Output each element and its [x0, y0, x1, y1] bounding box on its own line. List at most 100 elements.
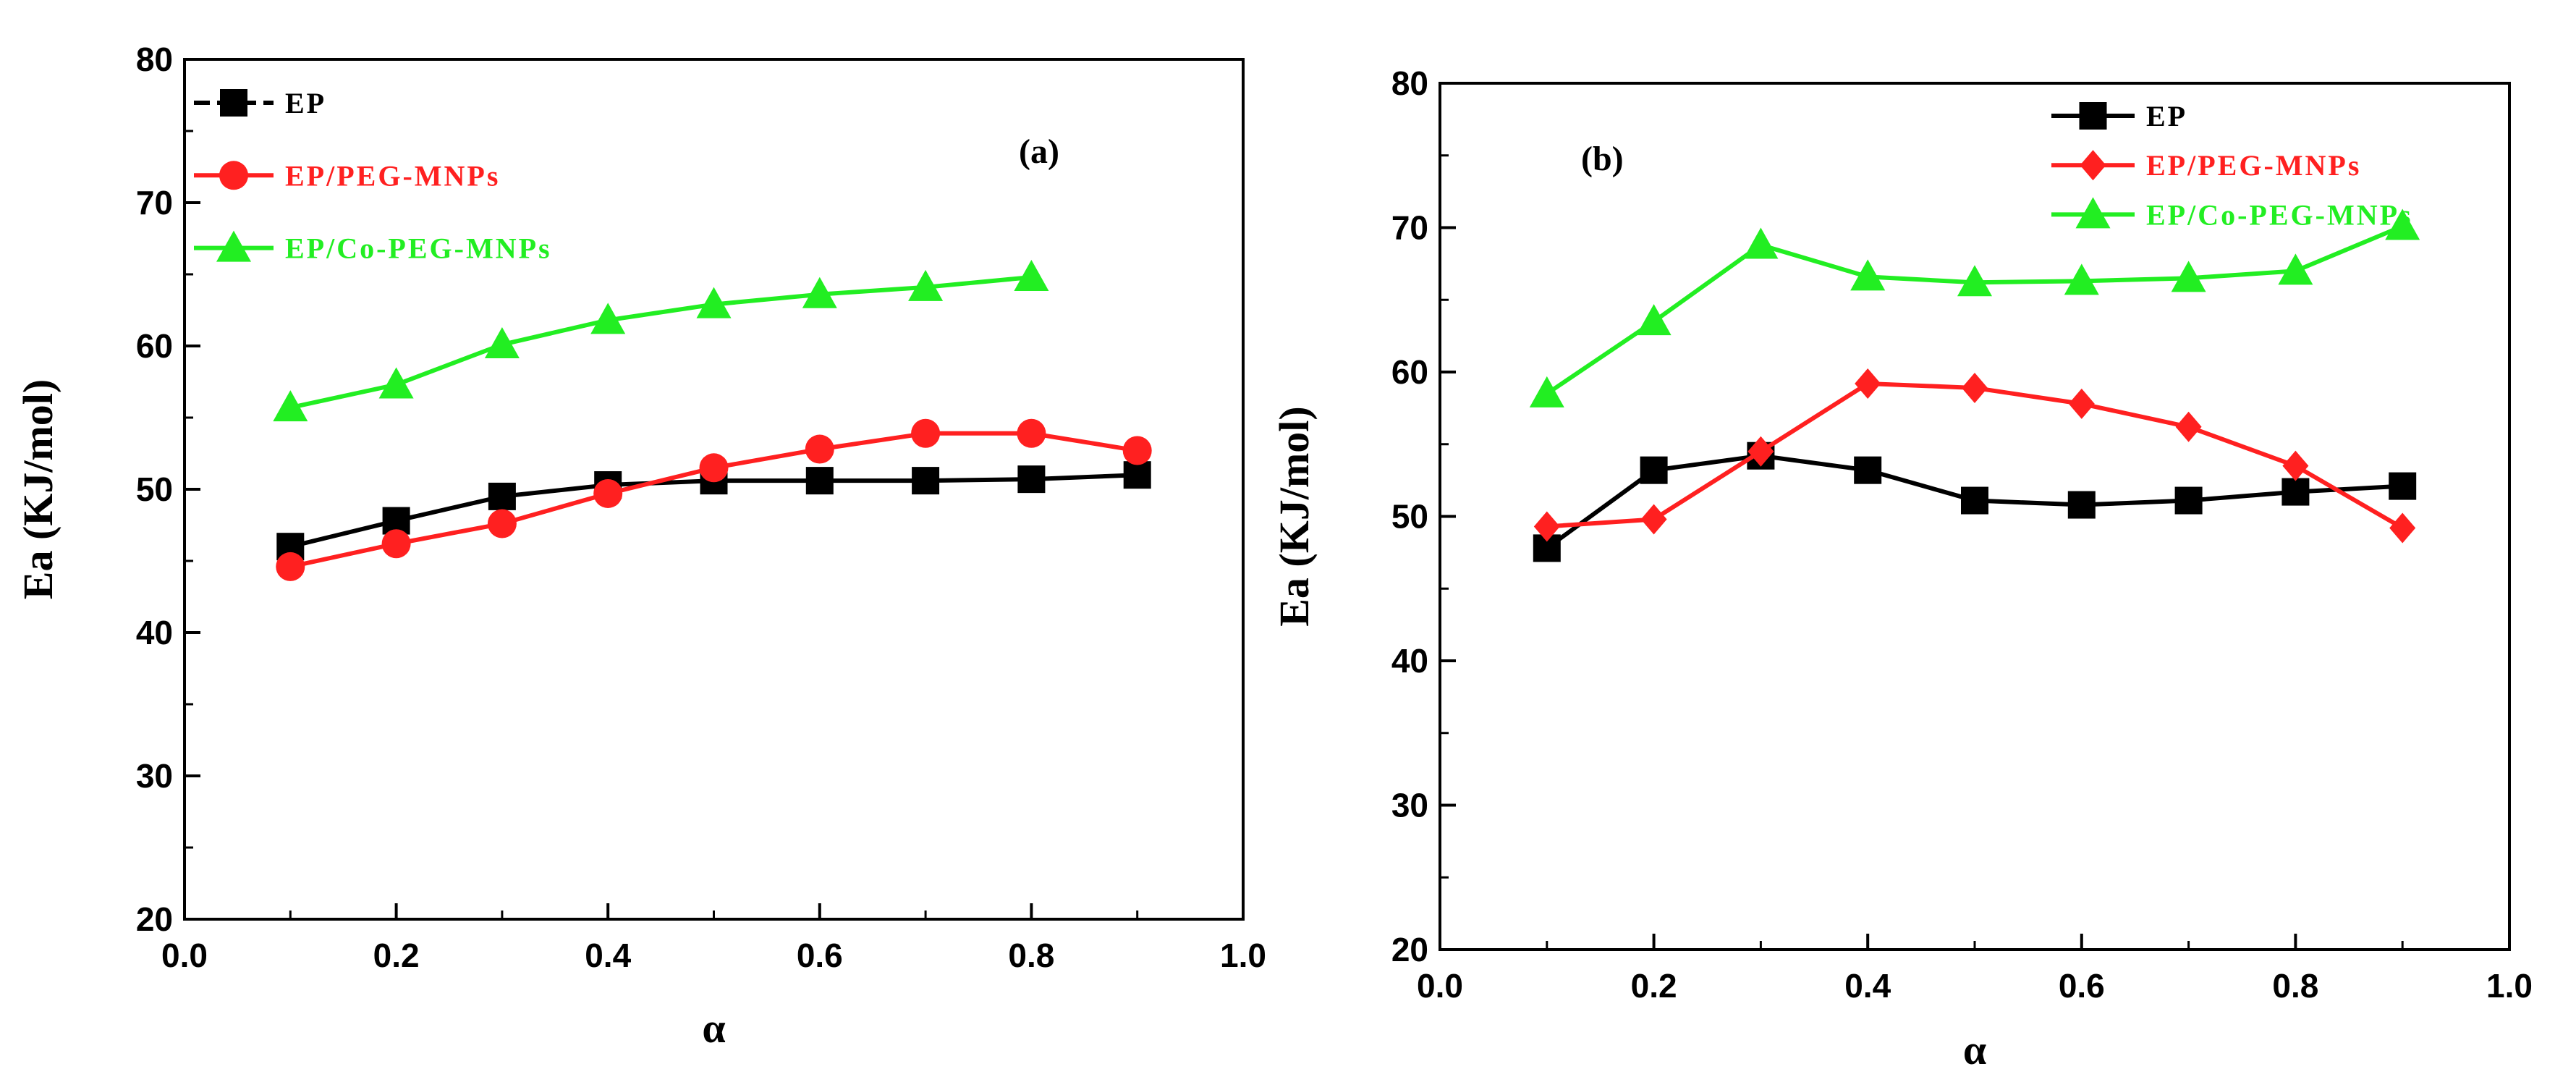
y-tick-label: 70: [136, 184, 173, 221]
y-axis-title: Ea (KJ/mol): [1271, 406, 1318, 626]
data-point-triangle-marker: [378, 367, 414, 399]
data-point-circle-marker: [911, 418, 941, 448]
series-ep: [1533, 442, 2417, 562]
data-point-triangle-marker: [802, 276, 837, 308]
legend-entry: EP/Co-PEG-MNPs: [2051, 197, 2413, 231]
legend-triangle-marker: [216, 230, 251, 262]
data-point-triangle-marker: [1850, 259, 1886, 291]
data-point-triangle-marker: [2171, 261, 2206, 292]
data-point-square-marker: [2281, 478, 2310, 506]
data-point-triangle-marker: [484, 327, 520, 359]
data-point-triangle-marker: [696, 287, 732, 318]
data-point-square-marker: [2067, 491, 2096, 519]
x-tick-label: 1.0: [1220, 937, 1266, 974]
y-tick-label: 30: [136, 757, 173, 795]
legend-entry: EP/PEG-MNPs: [2051, 149, 2361, 182]
chart-panel-a: 0.0 0.2 0.4 0.6 0.8 1.0 20 30 40 50 60 70 80 α Ea (KJ/…: [14, 41, 1266, 1052]
y-tick-label: 60: [136, 327, 173, 365]
y-tick-label: 40: [136, 614, 173, 651]
data-point-square-marker: [488, 482, 516, 510]
series-ep-co-peg-mnps: [273, 259, 1049, 422]
legend-entry: EP: [2051, 100, 2187, 132]
data-point-square-marker: [2389, 472, 2417, 500]
x-tick-label: 1.0: [2486, 967, 2533, 1005]
data-point-triangle-marker: [1014, 259, 1049, 291]
data-point-square-marker: [1017, 465, 1046, 494]
data-point-square-marker: [1123, 461, 1151, 489]
legend-entry: EP/PEG-MNPs: [194, 159, 500, 192]
data-point-triangle-marker: [1636, 304, 1672, 336]
data-point-triangle-marker: [2064, 263, 2099, 295]
y-tick-label: 50: [136, 470, 173, 508]
legend-square-marker: [2079, 102, 2107, 130]
data-point-square-marker: [1961, 486, 1988, 515]
data-point-circle-marker: [276, 552, 305, 581]
legend-entry: EP: [194, 87, 326, 119]
x-tick-label: 0.8: [2272, 967, 2318, 1005]
data-point-circle-marker: [1017, 418, 1046, 448]
y-tick-label: 80: [1391, 64, 1428, 102]
x-tick-label: 0.4: [1844, 967, 1891, 1005]
legend-label: EP: [2146, 100, 2187, 132]
data-point-circle-marker: [487, 509, 517, 538]
y-tick-label: 50: [1391, 498, 1428, 536]
data-point-square-marker: [2174, 486, 2203, 515]
data-point-triangle-marker: [1957, 265, 1992, 297]
data-point-diamond-marker: [2389, 512, 2416, 544]
data-point-square-marker: [1854, 456, 1882, 484]
y-axis-title: Ea (KJ/mol): [14, 379, 62, 599]
series-line: [1546, 224, 2404, 396]
y-tick-label: 70: [1391, 209, 1428, 247]
data-point-triangle-marker: [1743, 227, 1779, 259]
legend-entry: EP/Co-PEG-MNPs: [194, 230, 552, 265]
data-point-diamond-marker: [1962, 372, 1988, 403]
y-tick-label: 80: [136, 41, 173, 78]
data-point-triangle-marker: [590, 303, 626, 334]
data-point-triangle-marker: [273, 390, 308, 422]
series-ep-co-peg-mnps: [1529, 208, 2420, 407]
data-point-circle-marker: [805, 434, 834, 464]
data-point-triangle-marker: [2278, 253, 2313, 285]
series-ep-peg-mnps: [276, 418, 1152, 581]
series-ep-peg-mnps: [1533, 368, 2416, 544]
data-point-circle-marker: [593, 478, 623, 508]
x-tick-label: 0.0: [1417, 967, 1463, 1005]
data-point-square-marker: [912, 467, 940, 495]
data-point-diamond-marker: [2282, 450, 2309, 481]
legend-label: EP/Co-PEG-MNPs: [2146, 198, 2413, 231]
x-tick-label: 0.2: [1631, 967, 1677, 1005]
data-point-diamond-marker: [2068, 388, 2095, 419]
data-point-triangle-marker: [2385, 208, 2420, 240]
y-tick-label: 40: [1391, 642, 1428, 680]
y-tick-label: 20: [136, 900, 173, 938]
legend-diamond-marker: [2080, 150, 2106, 181]
data-point-diamond-marker: [1533, 511, 1560, 542]
series-line: [289, 274, 1032, 410]
legend-square-marker: [220, 89, 247, 117]
chart-panel-b: 0.0 0.2 0.4 0.6 0.8 1.0 20 30 40 50 60 70 80 α Ea (KJ/…: [1271, 64, 2533, 1073]
legend-circle-marker: [219, 161, 248, 190]
y-tick-label: 20: [1391, 931, 1428, 968]
legend-label: EP/PEG-MNPs: [2146, 149, 2361, 182]
x-axis-title: α: [1963, 1026, 1986, 1073]
legend-label: EP: [285, 87, 326, 119]
data-point-square-marker: [805, 467, 834, 495]
data-point-diamond-marker: [1640, 504, 1667, 535]
data-point-circle-marker: [1122, 436, 1152, 465]
y-tick-label: 60: [1391, 353, 1428, 391]
x-tick-label: 0.2: [373, 937, 420, 974]
legend-label: EP/PEG-MNPs: [285, 159, 500, 192]
panel-label: (b): [1581, 140, 1624, 178]
panel-label: (a): [1019, 132, 1059, 171]
x-axis-title: α: [702, 1005, 725, 1052]
x-tick-label: 0.8: [1008, 937, 1054, 974]
data-point-circle-marker: [699, 453, 729, 483]
data-point-circle-marker: [381, 529, 411, 559]
legend-label: EP/Co-PEG-MNPs: [285, 232, 552, 265]
x-tick-label: 0.4: [585, 937, 631, 974]
x-tick-label: 0.0: [161, 937, 208, 974]
data-point-triangle-marker: [908, 269, 944, 301]
y-tick-label: 30: [1391, 787, 1428, 824]
data-point-square-marker: [1640, 456, 1668, 484]
